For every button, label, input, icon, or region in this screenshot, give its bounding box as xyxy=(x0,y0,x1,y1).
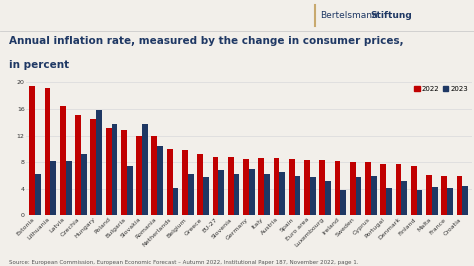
Bar xyxy=(289,159,295,215)
Bar xyxy=(441,176,447,215)
Bar xyxy=(29,86,35,215)
Bar xyxy=(157,146,163,215)
Bar xyxy=(304,160,310,215)
Bar xyxy=(173,188,178,215)
Bar xyxy=(319,160,325,215)
Bar xyxy=(35,174,41,215)
Bar xyxy=(142,124,148,215)
Bar xyxy=(197,154,203,215)
Text: Bertelsmann: Bertelsmann xyxy=(320,11,378,20)
Bar xyxy=(371,176,377,215)
Bar xyxy=(411,165,417,215)
Bar xyxy=(432,187,438,215)
Bar xyxy=(91,119,96,215)
Bar xyxy=(60,106,66,215)
Bar xyxy=(258,157,264,215)
Bar xyxy=(96,110,102,215)
Bar xyxy=(396,164,401,215)
Bar xyxy=(340,190,346,215)
Bar xyxy=(228,157,234,215)
Bar xyxy=(212,157,219,215)
Bar xyxy=(350,162,356,215)
Bar xyxy=(380,164,386,215)
Bar xyxy=(273,157,279,215)
Bar xyxy=(127,165,133,215)
Bar xyxy=(106,128,111,215)
Text: in percent: in percent xyxy=(9,60,70,70)
Bar xyxy=(249,169,255,215)
Bar xyxy=(417,190,422,215)
Bar xyxy=(182,149,188,215)
Bar xyxy=(152,136,157,215)
Text: Annual inflation rate, measured by the change in consumer prices,: Annual inflation rate, measured by the c… xyxy=(9,36,404,46)
Bar xyxy=(279,172,285,215)
Legend: 2022, 2023: 2022, 2023 xyxy=(414,86,468,92)
Bar xyxy=(325,181,331,215)
Bar xyxy=(447,188,453,215)
Bar xyxy=(136,136,142,215)
Bar xyxy=(264,174,270,215)
Bar xyxy=(386,188,392,215)
Text: Source: European Commission, European Economic Forecast – Autumn 2022, Instituti: Source: European Commission, European Ec… xyxy=(9,260,359,265)
Bar xyxy=(456,176,463,215)
Bar xyxy=(356,177,362,215)
Bar xyxy=(188,174,193,215)
Text: Stiftung: Stiftung xyxy=(371,11,412,20)
Bar xyxy=(45,88,51,215)
Bar xyxy=(243,159,249,215)
Bar xyxy=(121,130,127,215)
Bar xyxy=(219,170,224,215)
Bar xyxy=(426,175,432,215)
Bar xyxy=(203,177,209,215)
Bar xyxy=(75,115,81,215)
Bar xyxy=(81,154,87,215)
Bar xyxy=(66,161,72,215)
Bar xyxy=(401,181,407,215)
Bar xyxy=(167,149,173,215)
Bar xyxy=(295,176,301,215)
Bar xyxy=(463,186,468,215)
Bar xyxy=(234,174,239,215)
Bar xyxy=(365,162,371,215)
Bar xyxy=(335,161,340,215)
Bar xyxy=(51,161,56,215)
Bar xyxy=(310,177,316,215)
Bar xyxy=(111,124,118,215)
